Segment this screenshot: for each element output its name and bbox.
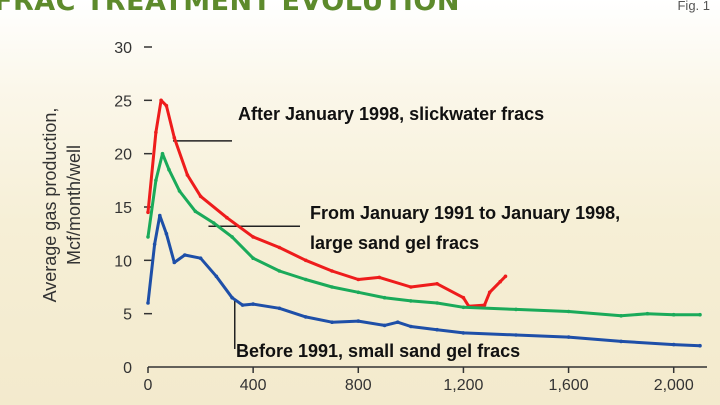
y-axis-title: Average gas production, Mcf/month/well	[40, 108, 84, 303]
data-point	[277, 306, 282, 311]
data-point	[487, 290, 492, 295]
data-point	[409, 324, 413, 329]
data-point	[214, 274, 219, 279]
data-point	[514, 333, 518, 337]
figure-label: Fig. 1	[677, 0, 710, 13]
data-point	[435, 301, 439, 305]
data-point	[382, 323, 387, 328]
y-tick-label: 20	[114, 147, 132, 164]
data-point	[330, 269, 334, 273]
data-point	[251, 302, 255, 306]
data-point	[303, 258, 308, 263]
annotation-text: large sand gel fracs	[310, 233, 479, 253]
data-point	[482, 303, 487, 307]
data-point	[356, 277, 361, 282]
data-point	[671, 342, 676, 347]
x-tick-label: 400	[240, 377, 267, 394]
data-point	[566, 335, 571, 339]
annotations: After January 1998, slickwater fracs From…	[236, 104, 620, 361]
data-point	[172, 260, 177, 265]
data-point	[146, 235, 150, 239]
x-tick-label: 0	[144, 377, 153, 394]
data-point	[160, 151, 165, 156]
data-point	[230, 295, 234, 300]
annotation-text: Before 1991, small sand gel fracs	[236, 341, 520, 361]
data-point	[330, 285, 334, 289]
data-point	[277, 245, 282, 250]
data-point	[185, 173, 190, 177]
data-point	[303, 277, 308, 282]
x-tick-label: 1,600	[549, 377, 589, 394]
annotation-text: From January 1991 to January 1998,	[310, 203, 620, 223]
data-point	[198, 194, 203, 199]
data-point	[619, 339, 623, 344]
x-tick-label: 800	[345, 377, 372, 394]
x-tick-label: 1,200	[443, 377, 483, 394]
data-point	[409, 299, 413, 303]
data-point	[177, 189, 182, 193]
annotation-leaders	[172, 140, 300, 349]
axes: 0 400 800 1,200 1,600 2,000 0 5 10 15 20 25 30	[114, 40, 707, 394]
data-point	[164, 231, 169, 236]
data-point	[303, 315, 308, 319]
data-point	[159, 98, 163, 103]
data-point	[146, 301, 150, 305]
data-point	[461, 331, 466, 335]
data-point	[377, 275, 382, 280]
data-point	[154, 178, 158, 183]
data-point	[461, 305, 466, 310]
data-point	[409, 285, 413, 289]
y-tick-label: 0	[123, 360, 132, 377]
series-line-1	[146, 98, 507, 308]
data-point	[172, 135, 177, 140]
data-point	[225, 215, 229, 220]
data-point	[435, 327, 439, 332]
series-layer	[146, 98, 702, 348]
data-point	[146, 210, 150, 215]
data-point	[498, 279, 503, 284]
data-point	[167, 167, 171, 172]
data-point	[240, 303, 245, 307]
annotation-text: After January 1998, slickwater fracs	[238, 104, 544, 124]
data-point	[645, 311, 650, 316]
data-point	[503, 274, 508, 279]
data-point	[183, 253, 187, 257]
y-tick-label: 5	[123, 307, 132, 324]
data-point	[356, 319, 361, 323]
y-tick-label: 30	[114, 40, 132, 57]
data-point	[154, 130, 158, 135]
y-axis-label-line: Mcf/month/well	[64, 145, 84, 265]
data-point	[382, 295, 387, 300]
data-point	[356, 290, 361, 295]
data-point	[698, 312, 702, 317]
data-point	[230, 235, 234, 239]
data-point	[164, 103, 169, 108]
data-point	[566, 309, 571, 314]
x-tick-label: 2,000	[654, 377, 694, 394]
y-tick-label: 10	[114, 253, 132, 270]
data-point	[395, 320, 400, 325]
y-tick-label: 15	[114, 200, 132, 217]
data-point	[435, 282, 439, 286]
data-point	[152, 242, 157, 247]
data-point	[251, 235, 255, 239]
data-point	[211, 221, 216, 225]
data-point	[277, 269, 282, 273]
data-point	[619, 314, 623, 318]
data-point	[698, 343, 702, 348]
data-point	[198, 256, 203, 261]
data-point	[158, 213, 162, 218]
y-tick-label: 25	[114, 93, 132, 110]
y-axis-label-line: Average gas production,	[40, 108, 60, 303]
data-point	[514, 307, 518, 312]
data-point	[251, 256, 255, 261]
data-point	[671, 312, 676, 317]
chart-title: FRAC TREATMENT EVOLUTION	[0, 0, 460, 17]
data-point	[193, 209, 198, 214]
data-point	[330, 320, 334, 325]
data-point	[461, 295, 466, 300]
